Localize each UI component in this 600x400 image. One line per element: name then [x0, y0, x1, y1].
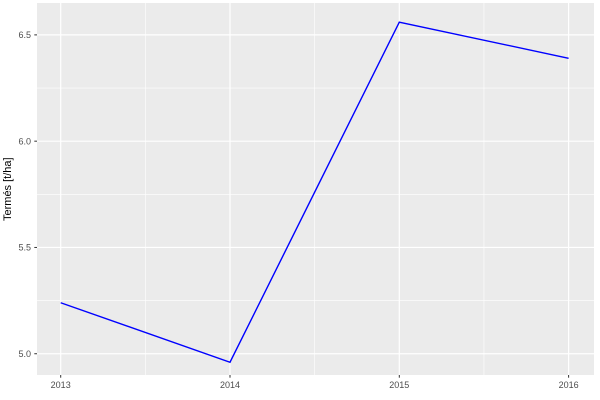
x-tick-label: 2014 — [220, 380, 240, 390]
y-tick-label: 5.5 — [18, 243, 31, 253]
y-axis-title: Termés [t/ha] — [2, 157, 14, 221]
x-tick-label: 2013 — [51, 380, 71, 390]
x-tick-label: 2016 — [559, 380, 579, 390]
x-tick-label: 2015 — [389, 380, 409, 390]
y-tick-label: 6.0 — [18, 136, 31, 146]
y-tick-label: 5.0 — [18, 349, 31, 359]
y-tick-label: 6.5 — [18, 30, 31, 40]
series-line-termés — [60, 21, 569, 364]
